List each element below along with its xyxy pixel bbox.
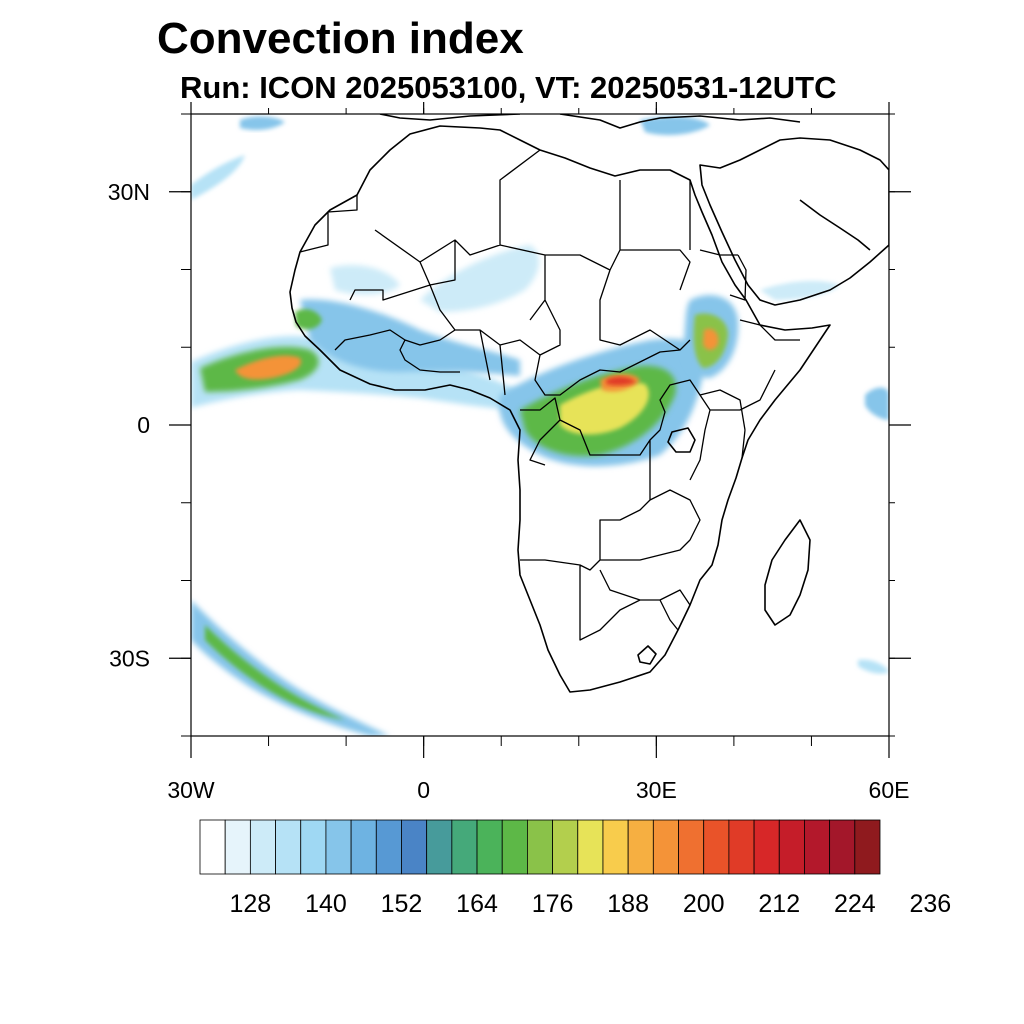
colorbar-label: 224 [834,890,876,918]
colorbar-swatch [728,819,755,875]
x-tick-label: 60E [869,777,910,803]
colorbar [199,819,881,875]
colorbar-label: 152 [381,890,423,918]
colorbar-swatch [275,819,302,875]
colorbar-swatch [703,819,730,875]
field-north-atlantic [191,155,245,200]
colorbar-labels: 128 140 152 164 176 188 200 212 224 236 [230,890,952,918]
colorbar-swatch [451,819,478,875]
europe-coastline [379,114,801,129]
field-ethiopia-hot [703,328,719,350]
map-outlines [289,114,889,693]
africa-coastline [289,125,831,693]
colorbar-label: 212 [758,890,800,918]
colorbar-label: 188 [607,890,649,918]
colorbar-swatch [249,819,276,875]
lake-victoria [667,427,696,453]
field-arabia [760,280,840,300]
colorbar-swatch [804,819,831,875]
colorbar-label: 164 [456,890,498,918]
colorbar-swatch [678,819,705,875]
map-title: Convection index [157,14,524,63]
y-tick-label: 30N [108,179,150,205]
gulf-coastline [799,199,871,251]
colorbar-swatch [350,819,377,875]
field-congo-red [606,376,636,386]
colorbar-swatch [753,819,780,875]
colorbar-label: 176 [532,890,574,918]
madagascar-coastline [764,519,811,626]
arabia-coastline [699,137,889,306]
field-mauritius [858,659,889,674]
field-south-atlantic-front [191,600,390,736]
colorbar-swatch [652,819,679,875]
colorbar-swatch [577,819,604,875]
field-sahel-north [420,245,540,312]
colorbar-swatch [552,819,579,875]
colorbar-swatch [325,819,352,875]
colorbar-swatch [602,819,629,875]
colorbar-swatch [501,819,528,875]
colorbar-swatch [224,819,251,875]
colorbar-label: 236 [910,890,952,918]
colorbar-swatch [199,819,226,875]
field-west-africa [300,299,520,376]
colorbar-label: 140 [305,890,347,918]
x-tick-label: 30E [636,777,677,803]
field-congo-yellow [560,382,649,435]
map-subtitle: Run: ICON 2025053100, VT: 20250531-12UTC [180,70,837,105]
axis-tick-labels: 30W 0 30E 60E 30N 0 30S [108,179,910,803]
field-turkey [640,116,710,136]
field-canary [240,116,285,130]
y-tick-label: 0 [137,412,150,438]
axis-ticks [169,102,911,758]
colorbar-label: 200 [683,890,725,918]
colorbar-swatch [300,819,327,875]
field-mali [330,265,400,295]
colorbar-swatch [854,819,881,875]
colorbar-swatch [627,819,654,875]
colorbar-swatch [401,819,428,875]
x-tick-label: 0 [417,777,430,803]
field-indian-ocean [865,387,889,420]
colorbar-swatch [476,819,503,875]
x-tick-label: 30W [167,777,215,803]
colorbar-swatch [375,819,402,875]
lesotho-border [637,645,657,665]
colorbar-swatch [778,819,805,875]
colorbar-swatch [829,819,856,875]
convection-field [191,116,889,736]
country-borders [299,149,800,641]
field-atlantic-hot [235,355,302,380]
field-senegal [295,309,322,330]
colorbar-swatch [426,819,453,875]
colorbar-label: 128 [230,890,272,918]
y-tick-label: 30S [109,645,150,671]
colorbar-swatch [527,819,553,875]
